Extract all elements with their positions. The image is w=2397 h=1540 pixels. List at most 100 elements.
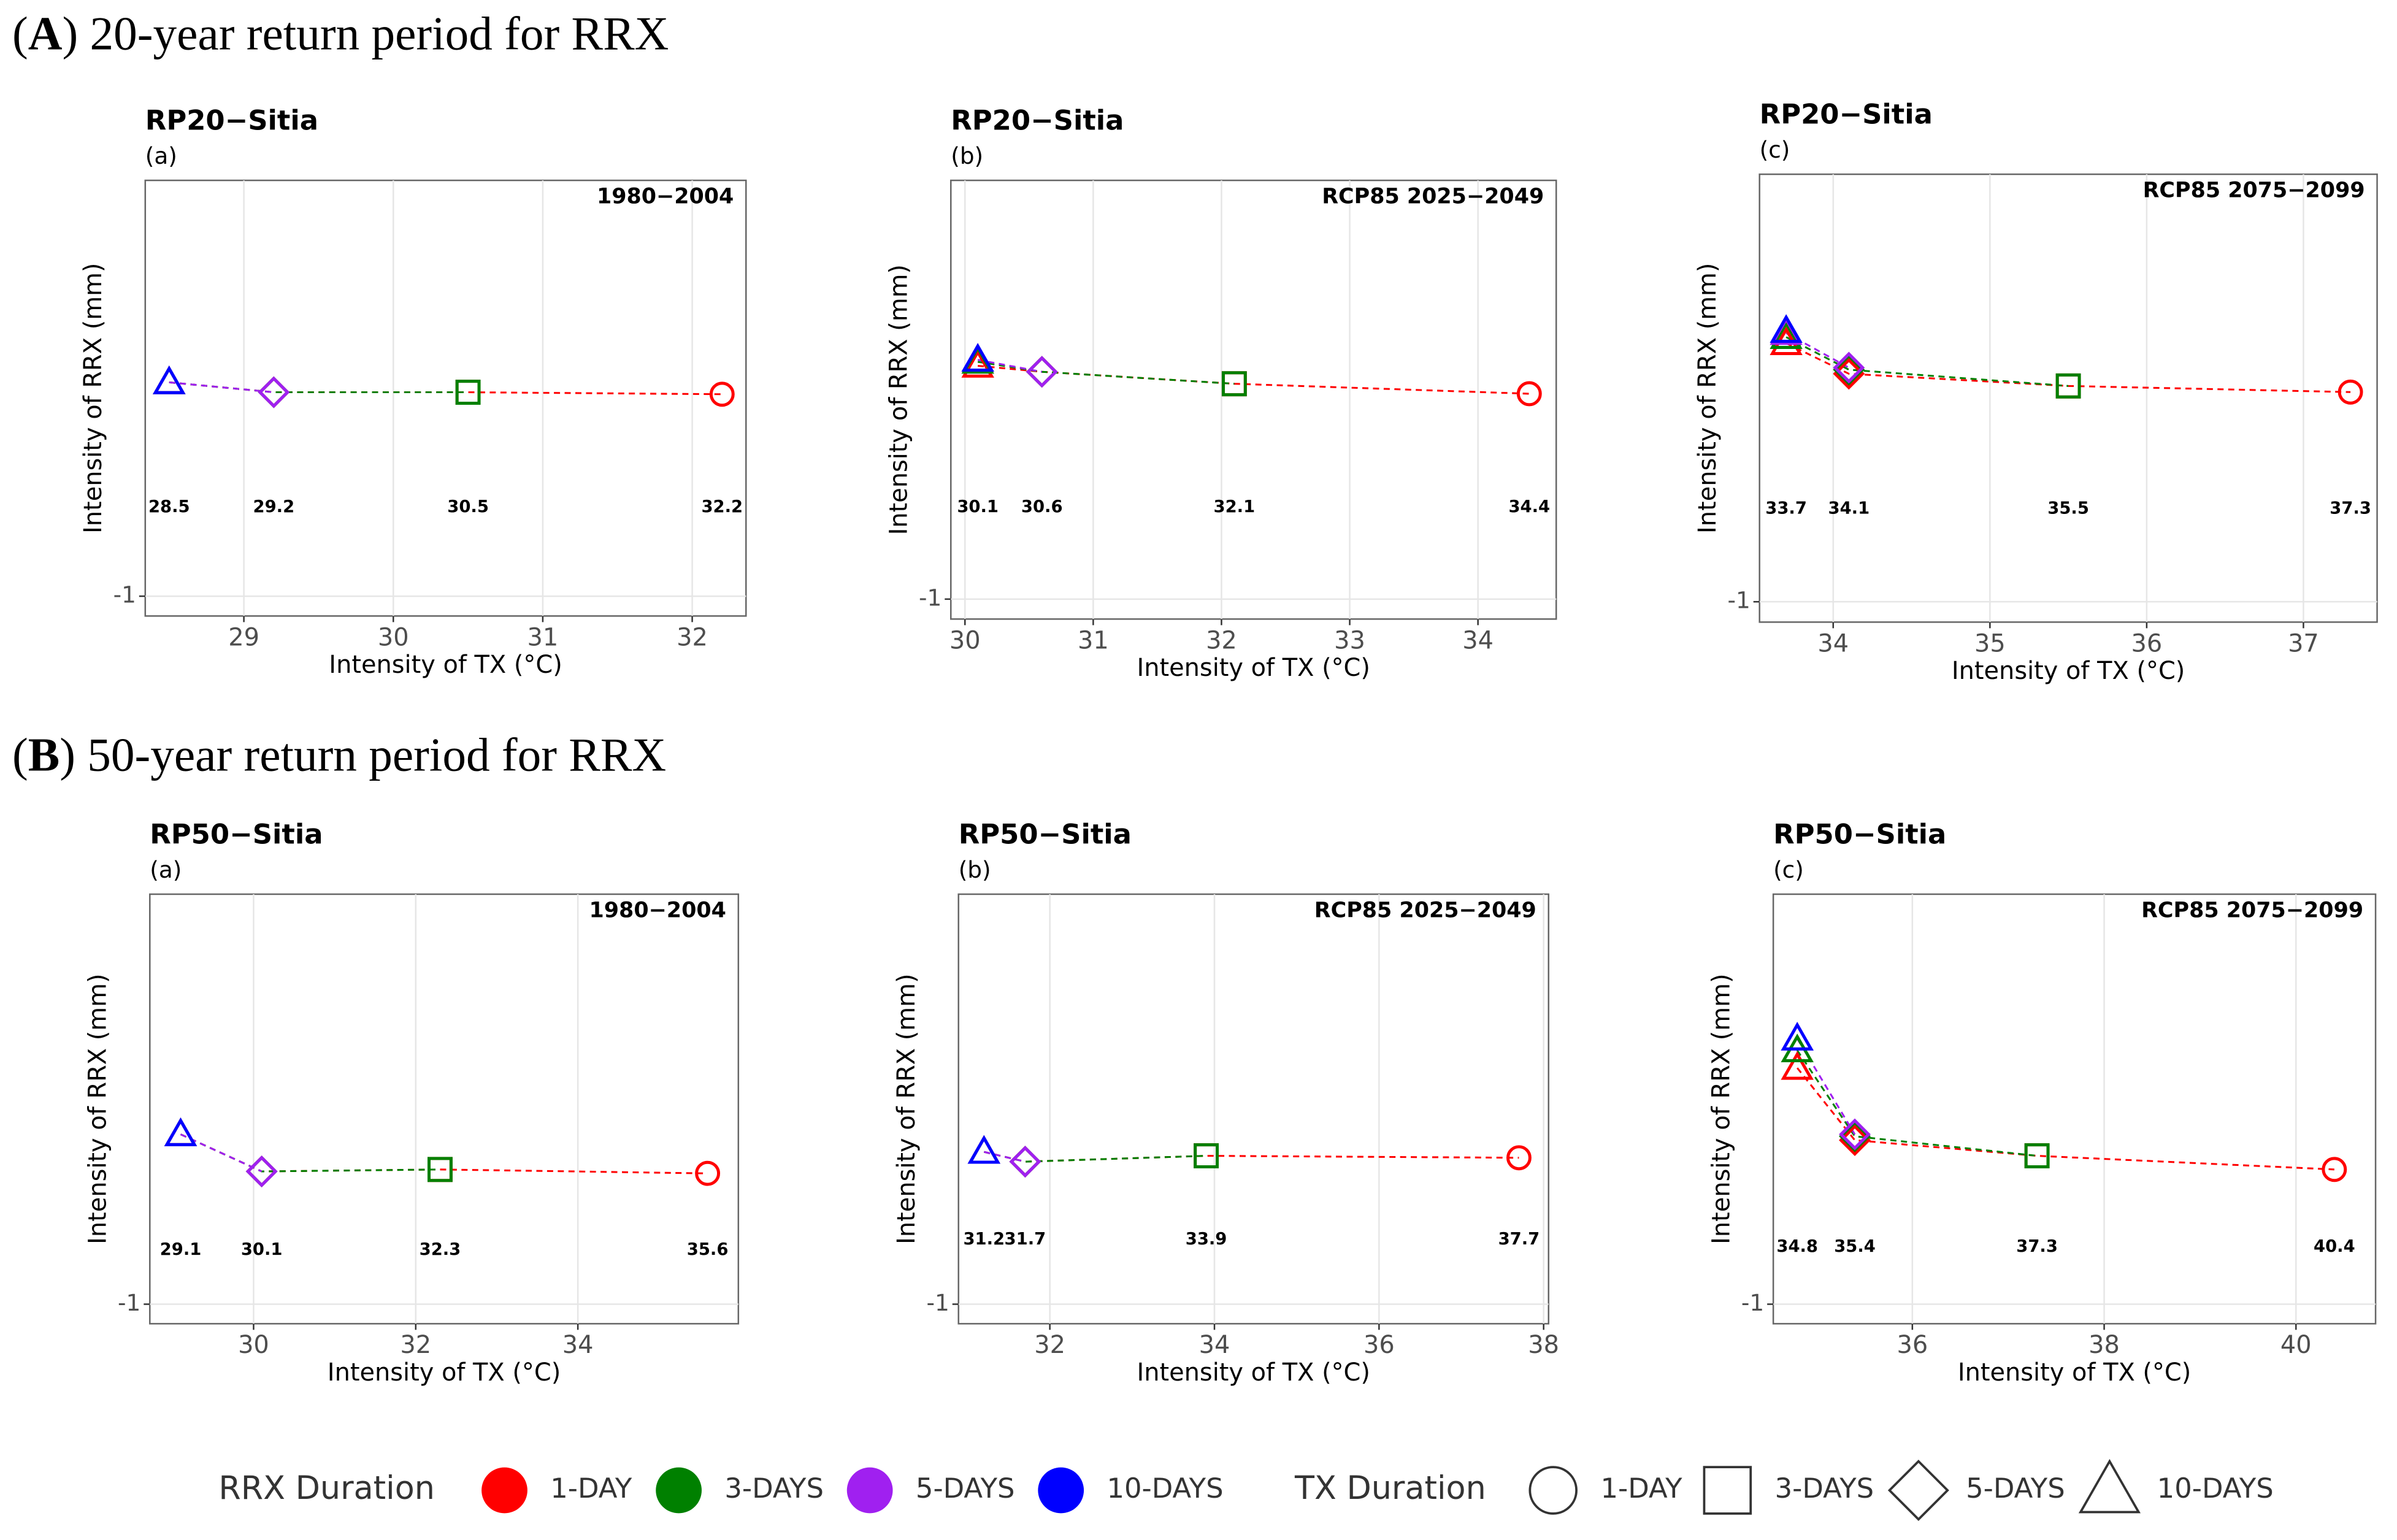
x-tick-label: 34: [562, 1331, 594, 1359]
data-label: 37.3: [2330, 499, 2371, 518]
point: [1770, 314, 1803, 343]
point: [1781, 1051, 1814, 1080]
chart-subtitle: (b): [951, 142, 983, 169]
point: [2322, 1157, 2347, 1182]
heading-text: ) 50-year return period for RRX: [59, 728, 666, 781]
x-tick-label: 30: [238, 1331, 269, 1359]
data-label: 37.7: [1498, 1230, 1540, 1249]
x-axis-label: Intensity of TX (°C): [329, 651, 562, 679]
x-tick-label: 32: [677, 623, 708, 651]
data-label: 33.9: [1186, 1230, 1227, 1249]
period-annotation: RCP85 2075−2099: [2141, 898, 2363, 922]
point: [245, 1155, 278, 1187]
series-line: [169, 381, 274, 394]
heading-letter: A: [28, 7, 63, 59]
point: [961, 349, 994, 378]
x-tick-label: 35: [1974, 629, 2006, 657]
x-tick-label: 36: [2131, 629, 2163, 657]
series-line: [1785, 336, 2069, 387]
data-label: 33.7: [1765, 499, 1807, 518]
series-line: [1796, 1049, 2038, 1157]
point: [695, 1160, 721, 1186]
data-label: 30.1: [957, 497, 999, 516]
section-heading: (A) 20-year return period for RRX: [12, 7, 669, 59]
point: [1009, 1146, 1041, 1178]
chart-title: RP20−Sitia: [145, 104, 318, 136]
x-tick-label: 33: [1334, 626, 1365, 654]
data-label: 34.1: [1828, 499, 1870, 518]
x-tick-label: 30: [378, 623, 409, 651]
data-label: 30.5: [447, 497, 489, 516]
data-label: 30.1: [241, 1240, 283, 1259]
x-axis-label: Intensity of TX (°C): [1137, 654, 1370, 682]
y-axis-label: Intensity of RRX (mm): [885, 264, 913, 535]
data-label: 32.3: [420, 1240, 461, 1259]
y-tick-label: -1: [113, 581, 136, 608]
x-axis-label: Intensity of TX (°C): [328, 1358, 561, 1387]
x-tick-label: 38: [2088, 1331, 2120, 1359]
period-annotation: RCP85 2025−2049: [1314, 898, 1536, 922]
x-tick-label: 38: [1528, 1331, 1559, 1359]
point: [967, 1135, 1001, 1164]
chart-title: RP50−Sitia: [959, 818, 1132, 850]
period-annotation: 1980−2004: [597, 185, 734, 209]
point: [1506, 1145, 1532, 1171]
period-annotation: RCP85 2075−2099: [2143, 178, 2365, 203]
y-tick-label: -1: [1727, 587, 1750, 614]
legend-label: 5-DAYS: [916, 1472, 1015, 1504]
plot-frame: [950, 179, 1557, 620]
legend-shape: [1703, 1466, 1752, 1515]
legend-label: 10-DAYS: [2157, 1472, 2274, 1504]
data-label: 34.4: [1508, 497, 1550, 516]
point: [1026, 356, 1058, 388]
point: [1221, 371, 1247, 397]
y-tick-label: -1: [919, 584, 942, 611]
x-tick-label: 37: [2288, 629, 2319, 657]
legend-label: 5-DAYS: [1966, 1472, 2065, 1504]
series-line: [983, 1151, 1026, 1163]
series-line: [1797, 1067, 2334, 1171]
point: [1839, 1124, 1871, 1157]
data-label: 32.2: [701, 497, 743, 516]
y-axis-label: Intensity of RRX (mm): [892, 973, 921, 1244]
plot-frame: [1772, 893, 2377, 1325]
data-label: 35.6: [687, 1240, 729, 1259]
point: [709, 381, 735, 407]
data-label: 28.5: [148, 497, 190, 516]
chart-title: RP20−Sitia: [951, 104, 1124, 136]
y-tick-label: -1: [1741, 1289, 1764, 1316]
legend-shape: [2078, 1458, 2141, 1514]
legend-swatch: [846, 1467, 893, 1514]
heading-open: (: [12, 728, 28, 781]
section-heading: (B) 50-year return period for RRX: [12, 728, 666, 781]
point: [1770, 320, 1803, 349]
x-tick-label: 30: [949, 626, 981, 654]
x-tick-label: 36: [1363, 1331, 1395, 1359]
data-label: 31.2: [963, 1230, 1005, 1249]
point: [164, 1117, 198, 1146]
x-tick-label: 32: [1034, 1331, 1065, 1359]
heading-letter: B: [28, 728, 60, 781]
data-label: 31.7: [1005, 1230, 1046, 1249]
legend-swatch: [481, 1467, 527, 1514]
point: [1194, 1143, 1219, 1169]
data-label: 37.3: [2016, 1237, 2058, 1256]
chart-subtitle: (b): [959, 856, 991, 883]
y-tick-label: -1: [118, 1289, 140, 1316]
plot-frame: [144, 179, 747, 617]
legend-shape: [1887, 1460, 1949, 1521]
data-label: 35.5: [2047, 499, 2089, 518]
legend-label: 10-DAYS: [1106, 1472, 1223, 1504]
x-tick-label: 31: [527, 623, 559, 651]
y-axis-label: Intensity of RRX (mm): [1707, 973, 1735, 1244]
plot-frame: [957, 893, 1549, 1325]
x-tick-label: 31: [1078, 626, 1109, 654]
chart-subtitle: (a): [150, 856, 182, 883]
legend-shape: [1528, 1466, 1578, 1515]
x-tick-label: 34: [1199, 1331, 1230, 1359]
x-tick-label: 40: [2280, 1331, 2312, 1359]
data-label: 29.1: [160, 1240, 202, 1259]
legend-label: 3-DAYS: [1775, 1472, 1874, 1504]
point: [1839, 1118, 1871, 1151]
chart-title: RP20−Sitia: [1760, 98, 1933, 130]
